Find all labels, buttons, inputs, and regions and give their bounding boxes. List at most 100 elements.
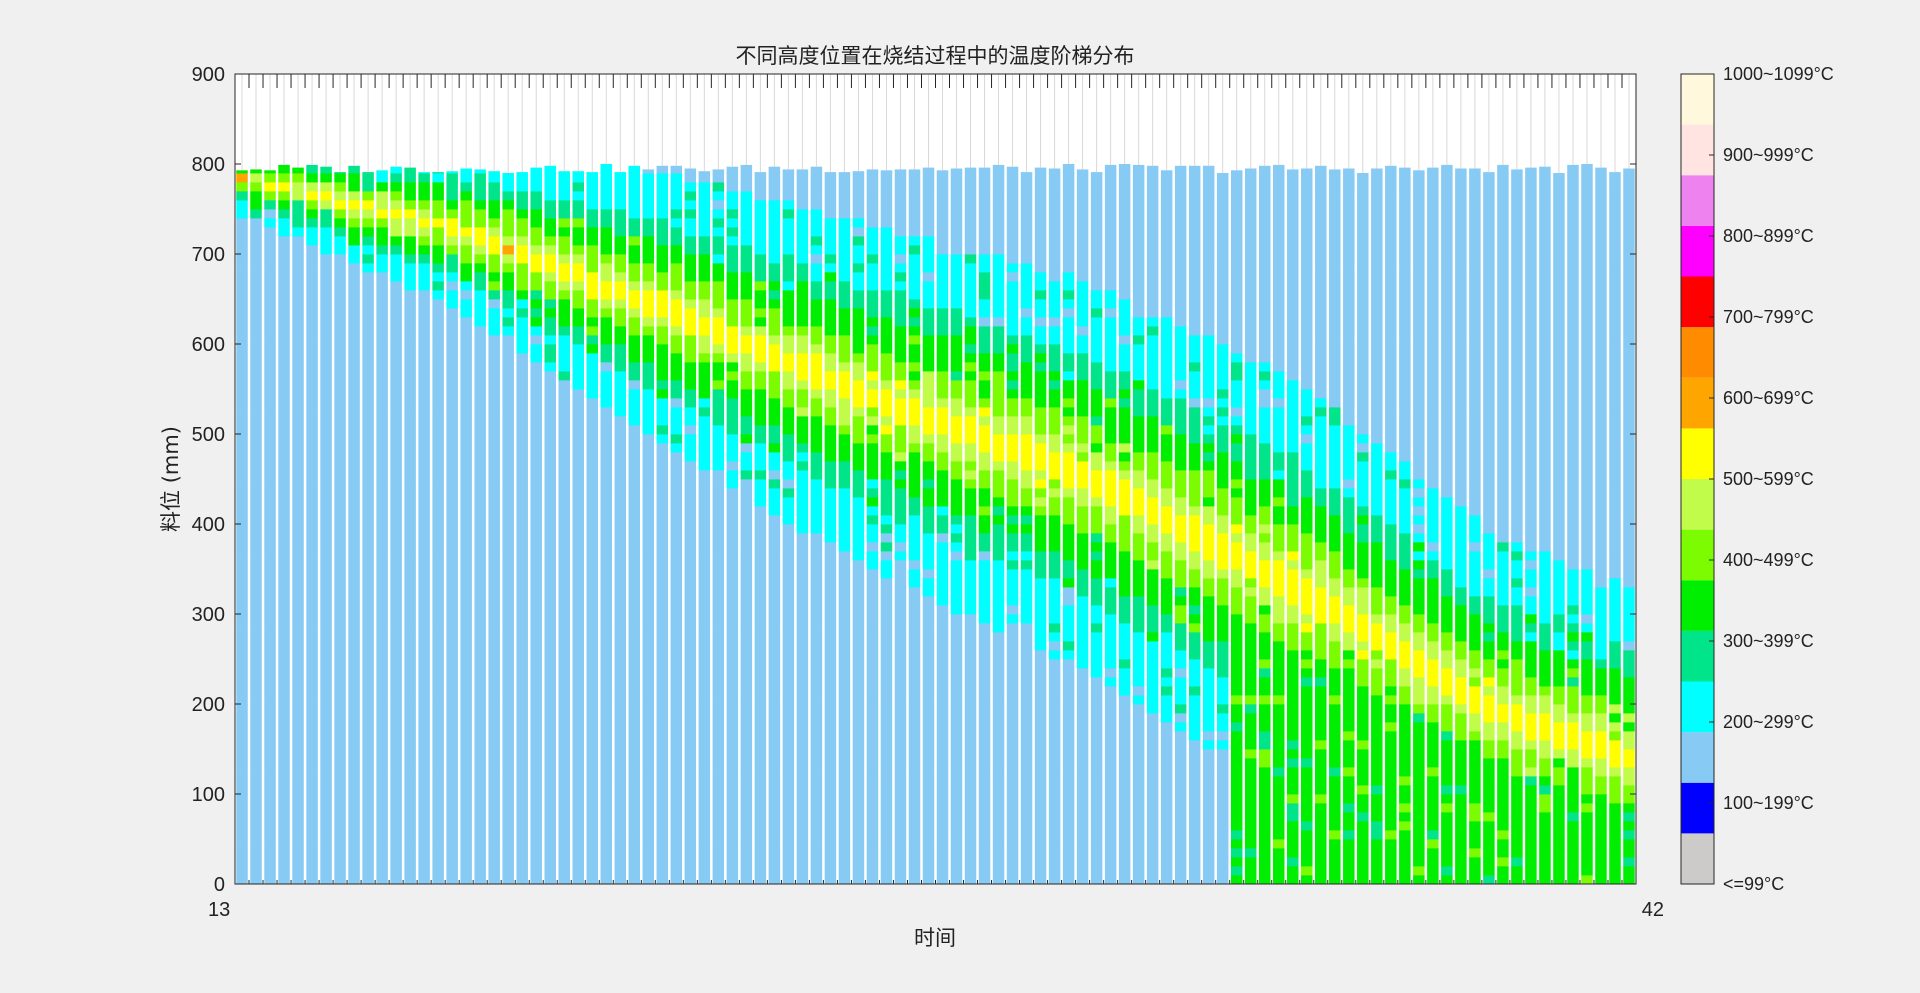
heatmap-cell (656, 416, 669, 426)
heatmap-cell (810, 389, 823, 399)
heatmap-cell (264, 614, 276, 624)
heatmap-cell (572, 677, 584, 687)
heatmap-cell (684, 812, 697, 822)
heatmap-cell (614, 659, 627, 669)
heatmap-cell (320, 166, 332, 174)
heatmap-cell (558, 236, 570, 246)
heatmap-cell (348, 407, 360, 417)
heatmap-cell (712, 677, 725, 687)
heatmap-cell (1006, 416, 1019, 426)
heatmap-cell (474, 191, 486, 201)
heatmap-cell (740, 560, 753, 570)
heatmap-cell (572, 524, 584, 534)
heatmap-cell (838, 758, 851, 768)
heatmap-cell (796, 245, 809, 255)
heatmap-cell (852, 452, 865, 462)
heatmap-cell (530, 686, 542, 696)
heatmap-cell (418, 542, 430, 552)
heatmap-cell (852, 488, 865, 498)
heatmap-cell (796, 695, 809, 705)
heatmap-cell (614, 587, 627, 597)
heatmap-cell (264, 416, 276, 426)
heatmap-cell (334, 254, 346, 264)
heatmap-cell (600, 587, 613, 597)
heatmap-cell (446, 488, 458, 498)
heatmap-cell (656, 380, 669, 390)
heatmap-cell (460, 398, 472, 408)
heatmap-cell (390, 668, 402, 678)
heatmap-cell (908, 803, 921, 813)
heatmap-cell (544, 542, 556, 552)
heatmap-cell (278, 722, 290, 732)
heatmap-cell (474, 173, 486, 183)
heatmap-cell (1020, 236, 1033, 246)
heatmap-cell (530, 167, 542, 174)
heatmap-cell (516, 677, 528, 687)
heatmap-cell (306, 569, 318, 579)
heatmap-cell (1020, 506, 1033, 516)
heatmap-cell (264, 533, 276, 543)
heatmap-cell (432, 596, 444, 606)
heatmap-column (390, 166, 402, 885)
heatmap-cell (628, 758, 641, 768)
heatmap-cell (698, 236, 711, 246)
heatmap-cell (432, 839, 444, 849)
heatmap-cell (572, 722, 584, 732)
heatmap-cell (446, 659, 458, 669)
heatmap-cell (950, 551, 963, 561)
heatmap-cell (558, 380, 570, 390)
heatmap-cell (684, 335, 697, 345)
heatmap-cell (572, 830, 584, 840)
heatmap-cell (712, 407, 725, 417)
heatmap-cell (684, 182, 697, 192)
heatmap-cell (908, 695, 921, 705)
heatmap-cell (992, 335, 1005, 345)
heatmap-cell (292, 263, 304, 273)
heatmap-cell (656, 596, 669, 606)
heatmap-cell (264, 263, 276, 273)
heatmap-cell (1048, 551, 1061, 561)
heatmap-cell (460, 290, 472, 300)
heatmap-cell (950, 839, 963, 849)
heatmap-cell (376, 524, 388, 534)
heatmap-cell (264, 722, 276, 732)
heatmap-cell (418, 425, 430, 435)
heatmap-cell (754, 632, 767, 642)
heatmap-cell (964, 407, 977, 417)
heatmap-cell (978, 659, 991, 669)
heatmap-cell (1034, 353, 1047, 363)
heatmap-cell (880, 632, 893, 642)
heatmap-cell (460, 452, 472, 462)
heatmap-cell (768, 515, 781, 525)
heatmap-cell (922, 839, 935, 849)
heatmap-cell (362, 371, 374, 381)
heatmap-cell (348, 857, 360, 867)
heatmap-cell (978, 722, 991, 732)
heatmap-cell (502, 659, 514, 669)
heatmap-cell (432, 497, 444, 507)
heatmap-cell (1076, 461, 1089, 471)
heatmap-cell (992, 452, 1005, 462)
heatmap-cell (320, 407, 332, 417)
heatmap-cell (362, 704, 374, 714)
heatmap-cell (432, 470, 444, 480)
heatmap-cell (880, 722, 893, 732)
heatmap-cell (572, 200, 584, 210)
heatmap-cell (866, 767, 879, 777)
heatmap-cell (474, 767, 486, 777)
heatmap-cell (670, 542, 683, 552)
heatmap-cell (278, 641, 290, 651)
heatmap-cell (474, 857, 486, 867)
heatmap-column (810, 166, 823, 885)
heatmap-column (964, 167, 977, 885)
heatmap-cell (1020, 668, 1033, 678)
heatmap-cell (922, 362, 935, 372)
heatmap-cell (334, 857, 346, 867)
heatmap-column (320, 166, 332, 885)
heatmap-cell (278, 398, 290, 408)
heatmap-cell (544, 821, 556, 831)
heatmap-cell (894, 848, 907, 858)
heatmap-cell (712, 245, 725, 255)
heatmap-cell (558, 209, 570, 219)
heatmap-cell (1062, 497, 1075, 507)
